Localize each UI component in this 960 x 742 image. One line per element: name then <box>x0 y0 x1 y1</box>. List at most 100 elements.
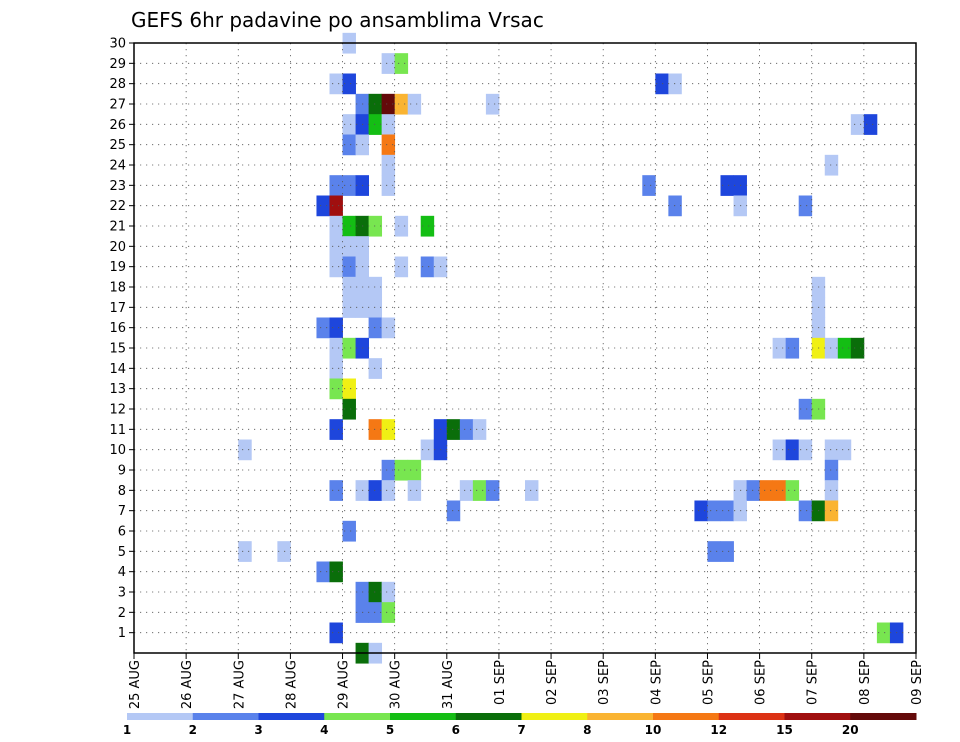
heatmap-cell <box>368 602 383 623</box>
heatmap-cell <box>342 276 356 298</box>
y-tick-label: 24 <box>109 159 126 174</box>
heatmap-cell <box>329 378 343 400</box>
legend-label: 6 <box>452 723 460 737</box>
heatmap-cell <box>329 358 343 379</box>
legend-label: 15 <box>776 723 793 737</box>
heatmap-cell <box>329 480 343 501</box>
heatmap-cell <box>381 459 396 481</box>
x-tick-label: 06 SEP <box>754 660 769 705</box>
y-tick-label: 2 <box>118 606 126 621</box>
heatmap-cell <box>824 337 839 359</box>
heatmap-cell <box>837 439 852 461</box>
legend-color-swatch <box>324 713 391 720</box>
x-tick-label: 31 AUG <box>441 660 456 709</box>
y-axis: 1234567891011121314151617181920212223242… <box>109 37 134 641</box>
heatmap-cell <box>720 500 734 522</box>
legend-color-swatch <box>127 713 194 720</box>
heatmap-cell <box>381 175 396 196</box>
y-tick-label: 12 <box>109 403 126 418</box>
x-axis: 25 AUG 26 AUG 27 AUG 28 AUG 29 AUG 30 AUG 31 A… <box>128 653 925 709</box>
heatmap-cell <box>420 439 435 461</box>
y-tick-label: 20 <box>109 240 126 255</box>
heatmap-cell <box>381 602 396 623</box>
heatmap-cell <box>368 297 383 318</box>
y-tick-label: 5 <box>118 545 126 560</box>
heatmap-cell <box>759 480 774 501</box>
legend-color-swatch <box>521 713 588 720</box>
heatmap-cell <box>394 93 409 115</box>
heatmap-cell <box>394 459 409 481</box>
heatmap-cell <box>329 215 343 237</box>
y-tick-label: 27 <box>109 98 126 113</box>
heatmap-cell <box>837 337 852 359</box>
heatmap-cell <box>342 520 356 542</box>
x-tick-label: 01 SEP <box>493 660 508 705</box>
heatmap-cell <box>342 337 356 359</box>
heatmap-cell <box>368 215 383 237</box>
heatmap-cell <box>381 114 396 135</box>
y-tick-label: 1 <box>118 626 126 641</box>
heatmap-cell <box>850 114 865 135</box>
heatmap-cell <box>329 195 343 217</box>
heatmap-cell <box>446 419 461 440</box>
legend-color-swatch <box>455 713 522 720</box>
x-tick-label: 09 SEP <box>910 660 925 705</box>
heatmap-cell <box>381 419 396 440</box>
heatmap-cell <box>368 419 383 440</box>
y-tick-label: 14 <box>109 362 126 377</box>
heatmap-cell <box>824 439 839 461</box>
heatmap-cell <box>824 459 839 481</box>
y-tick-label: 8 <box>118 484 126 499</box>
heatmap-cell <box>394 256 409 278</box>
y-tick-label: 23 <box>109 179 126 194</box>
heatmap-cell <box>329 73 343 95</box>
legend-label: 5 <box>386 723 394 737</box>
heatmap-cell <box>329 175 343 196</box>
heatmap-cell <box>368 480 383 501</box>
x-tick-label: 28 AUG <box>284 660 299 709</box>
heatmap-cell <box>368 276 383 298</box>
y-tick-label: 21 <box>109 220 126 235</box>
heatmap-cell <box>342 256 356 278</box>
y-tick-label: 13 <box>109 382 126 397</box>
heatmap-cell <box>785 439 800 461</box>
x-tick-label: 02 SEP <box>545 660 560 705</box>
y-tick-label: 26 <box>109 118 126 133</box>
x-tick-label: 27 AUG <box>232 660 247 709</box>
y-tick-label: 30 <box>109 37 126 52</box>
legend-color-swatch <box>784 713 851 720</box>
heatmap-cell <box>772 439 787 461</box>
y-tick-label: 18 <box>109 281 126 296</box>
legend-color-swatch <box>258 713 325 720</box>
heatmap-cell <box>707 541 721 562</box>
heatmap-cell <box>329 256 343 278</box>
y-tick-label: 17 <box>109 301 126 316</box>
heatmap-cell <box>407 480 422 501</box>
x-tick-label: 26 AUG <box>180 660 195 709</box>
color-legend: 1 2 3 4 5 6 7 8 10 12 15 20 <box>123 713 917 737</box>
y-tick-label: 4 <box>118 565 126 580</box>
legend-label: 7 <box>517 723 525 737</box>
heatmap-cell <box>238 439 252 461</box>
heatmap-cell <box>798 500 813 522</box>
legend-label: 10 <box>645 723 662 737</box>
x-tick-label: 30 AUG <box>389 660 404 709</box>
heatmap-cell <box>381 134 396 156</box>
y-tick-label: 22 <box>109 199 126 214</box>
heatmap-cell <box>381 581 396 603</box>
x-tick-label: 05 SEP <box>701 660 716 705</box>
heatmap-cell <box>316 195 330 217</box>
heatmap-cell <box>342 378 356 400</box>
heatmap-cell <box>329 337 343 359</box>
legend-color-swatch <box>718 713 785 720</box>
heatmap-cell <box>368 93 383 115</box>
heatmap-cell <box>381 480 396 501</box>
heatmap-cell <box>863 114 878 135</box>
heatmap-cell <box>720 175 734 196</box>
heatmap-cell <box>381 53 396 74</box>
heatmap-cell <box>720 541 734 562</box>
heatmap-cell <box>772 337 787 359</box>
x-tick-label: 04 SEP <box>649 660 664 705</box>
x-tick-label: 03 SEP <box>597 660 612 705</box>
